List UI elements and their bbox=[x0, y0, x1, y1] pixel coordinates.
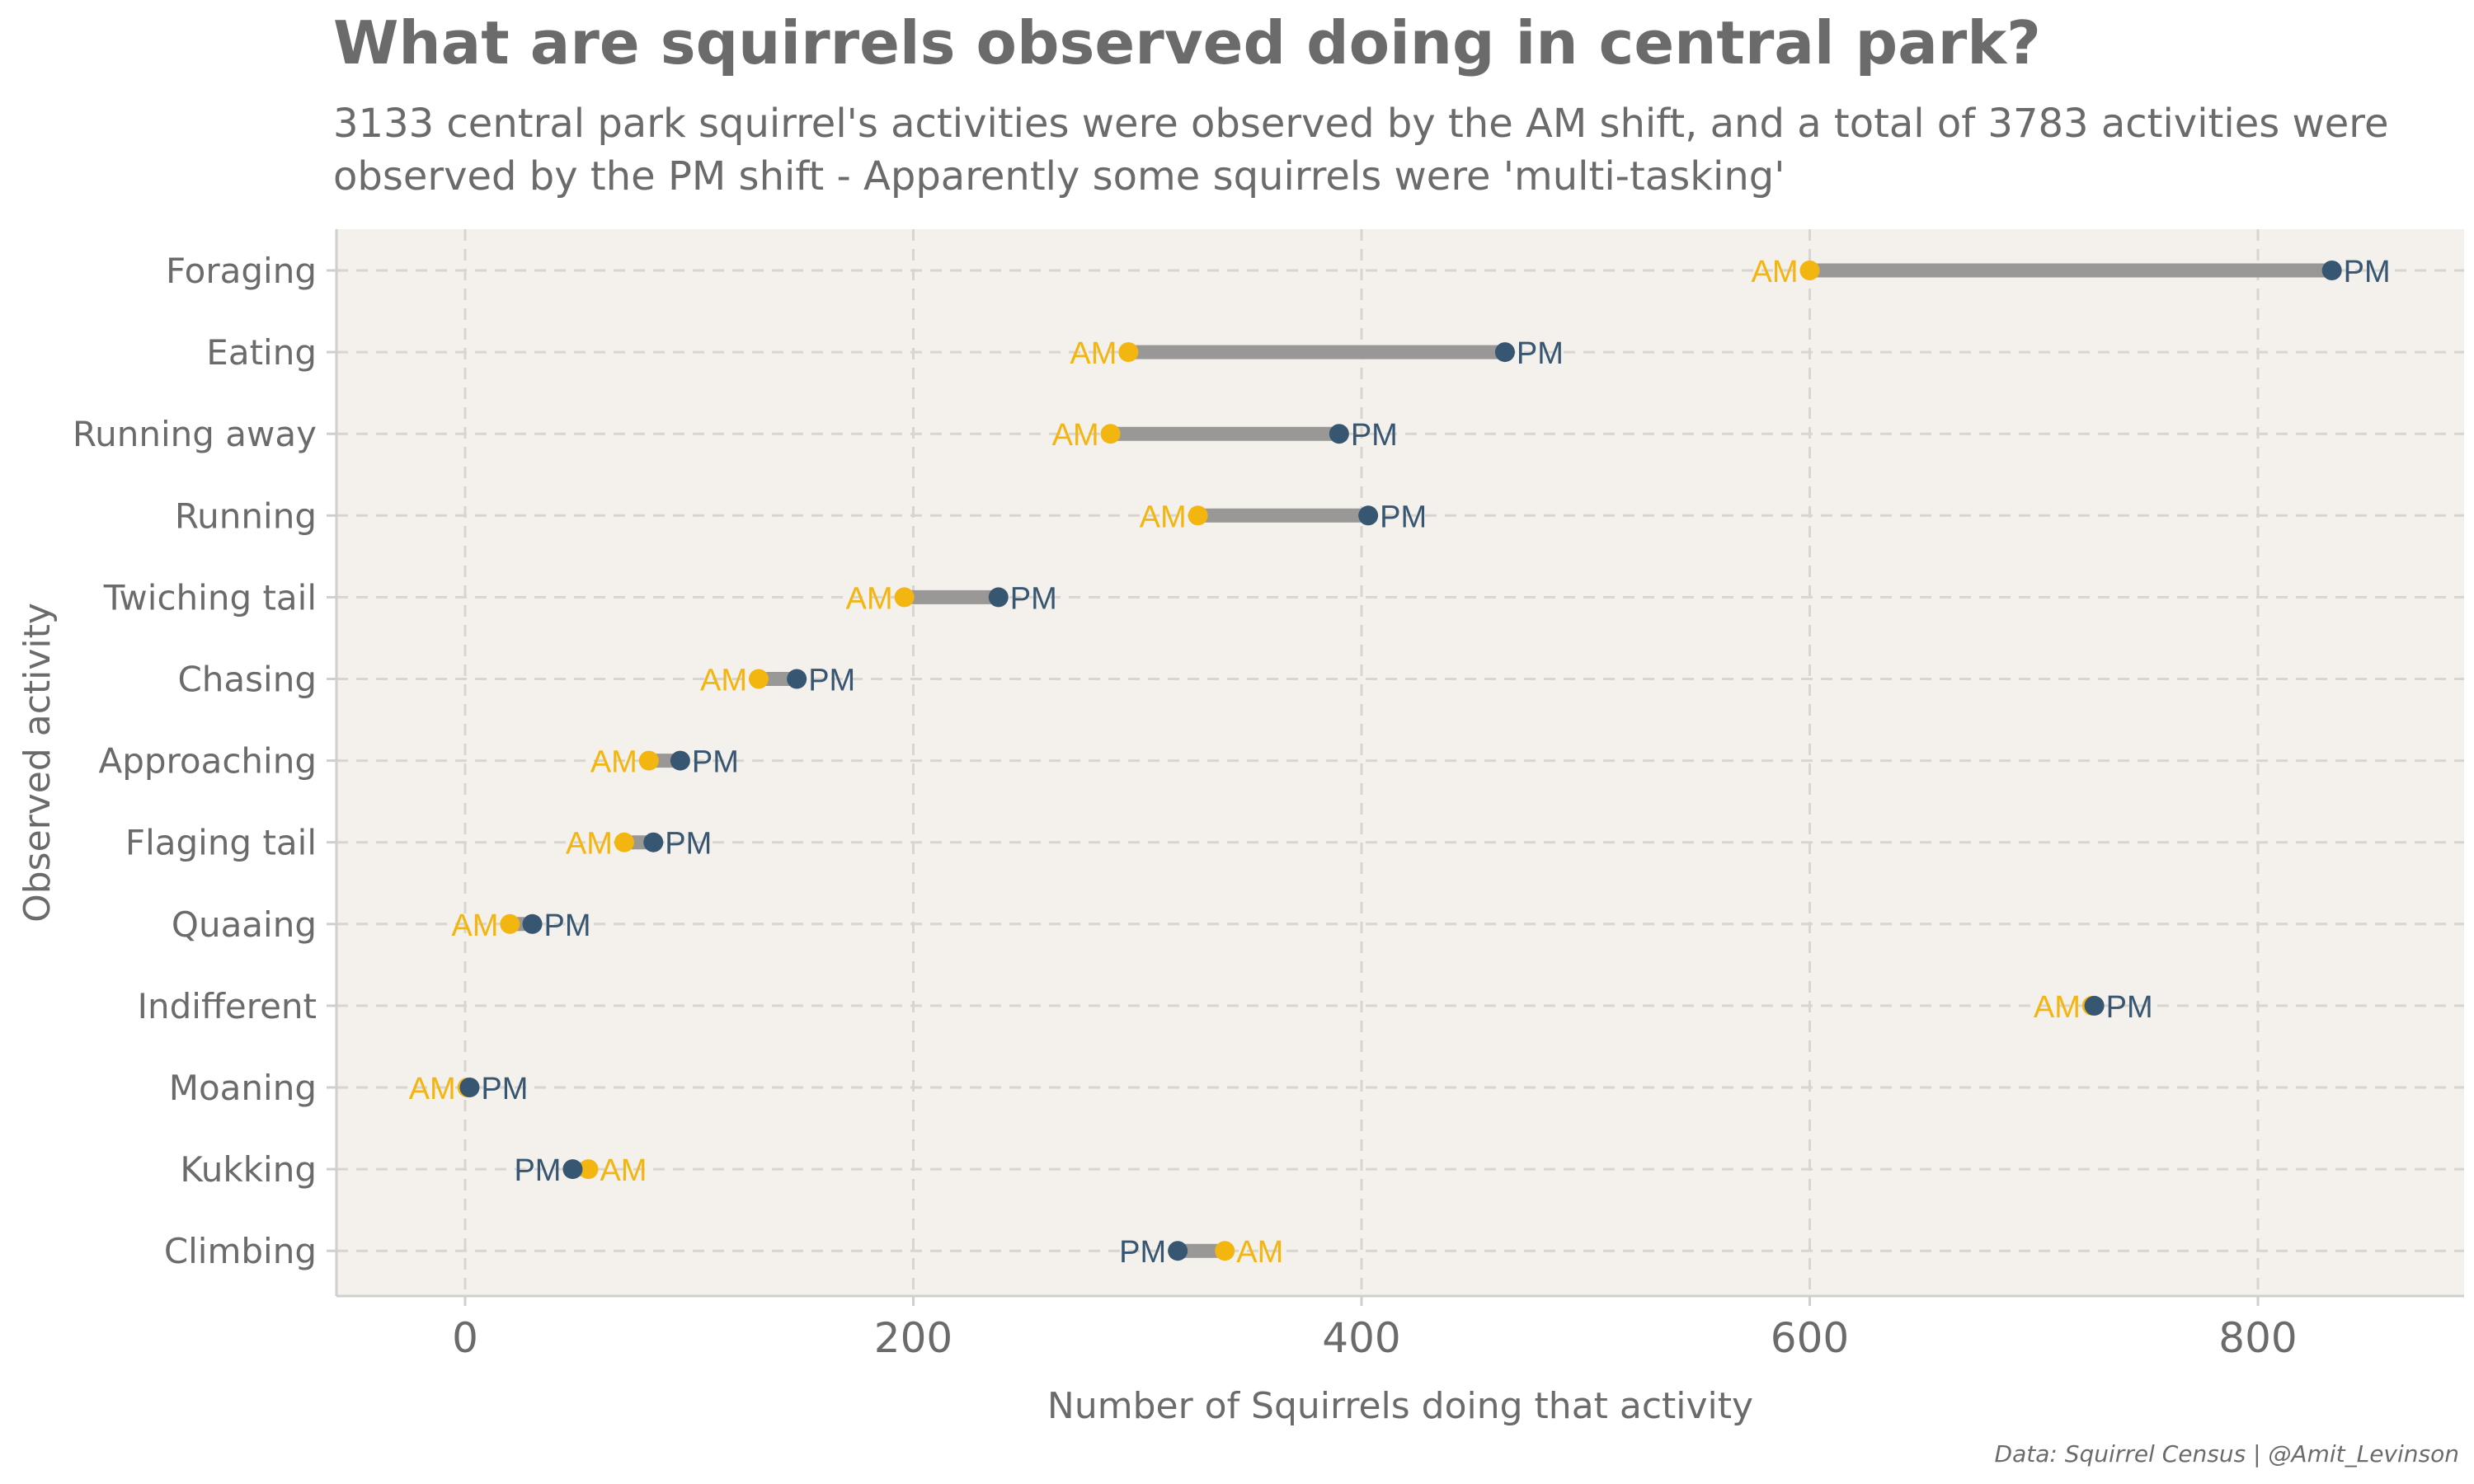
am-point bbox=[1799, 261, 1820, 280]
am-point bbox=[1215, 1241, 1235, 1261]
pm-label: PM bbox=[481, 1072, 528, 1106]
pm-label: PM bbox=[1380, 500, 1427, 534]
category-label: Indifferent bbox=[138, 986, 317, 1026]
am-point bbox=[500, 913, 520, 934]
category-label: Kukking bbox=[180, 1149, 317, 1190]
x-tick-label: 200 bbox=[874, 1314, 952, 1362]
am-point bbox=[1188, 505, 1208, 526]
pm-point bbox=[1168, 1241, 1188, 1261]
pm-point bbox=[1329, 424, 1349, 444]
x-tick-label: 0 bbox=[452, 1314, 478, 1362]
pm-point bbox=[988, 587, 1009, 608]
chart-subtitle: 3133 central park squirrel's activities … bbox=[333, 101, 2389, 200]
am-label: AM bbox=[600, 1153, 647, 1188]
x-axis-title: Number of Squirrels doing that activity bbox=[1047, 1385, 1753, 1427]
category-label: Approaching bbox=[99, 741, 317, 782]
category-label: Running bbox=[175, 495, 317, 536]
x-tick-label: 800 bbox=[2218, 1314, 2297, 1362]
am-label: AM bbox=[700, 664, 747, 698]
pm-point bbox=[670, 750, 690, 771]
pm-point bbox=[522, 913, 543, 934]
am-point bbox=[1118, 342, 1139, 363]
plot-panel bbox=[336, 229, 2464, 1296]
pm-label: PM bbox=[692, 745, 739, 780]
pm-label: PM bbox=[665, 827, 712, 862]
category-label: Foraging bbox=[166, 251, 317, 291]
pm-point bbox=[1494, 342, 1515, 363]
category-label: Eating bbox=[206, 332, 317, 373]
pm-label: PM bbox=[2106, 990, 2153, 1025]
x-tick-label: 600 bbox=[1771, 1314, 1849, 1362]
pm-label: PM bbox=[1517, 336, 1564, 371]
category-label: Twiching tail bbox=[103, 577, 317, 618]
am-point bbox=[894, 587, 915, 608]
am-point bbox=[1100, 424, 1121, 444]
am-label: AM bbox=[590, 745, 637, 780]
chart-title: What are squirrels observed doing in cen… bbox=[333, 8, 2041, 77]
pm-point bbox=[459, 1078, 480, 1097]
am-label: AM bbox=[451, 909, 498, 943]
category-label: Quaaing bbox=[172, 904, 317, 945]
y-axis-title: Observed activity bbox=[16, 603, 59, 923]
category-label: Flaging tail bbox=[125, 823, 317, 863]
am-point bbox=[614, 832, 634, 852]
pm-label: PM bbox=[1119, 1235, 1166, 1270]
am-label: AM bbox=[566, 827, 613, 862]
pm-label: PM bbox=[544, 909, 591, 943]
am-point bbox=[578, 1159, 599, 1180]
am-label: AM bbox=[1236, 1235, 1283, 1270]
pm-point bbox=[643, 832, 664, 852]
pm-label: PM bbox=[2344, 255, 2391, 289]
am-label: AM bbox=[1752, 255, 1799, 289]
am-point bbox=[748, 669, 769, 689]
category-label: Chasing bbox=[177, 660, 317, 700]
am-point bbox=[638, 750, 659, 771]
pm-point bbox=[2084, 995, 2105, 1016]
category-label: Moaning bbox=[169, 1068, 317, 1108]
am-label: AM bbox=[409, 1072, 456, 1106]
category-label: Climbing bbox=[164, 1231, 317, 1271]
am-label: AM bbox=[1052, 418, 1099, 453]
pm-label: PM bbox=[1351, 418, 1398, 453]
x-tick-label: 400 bbox=[1322, 1314, 1400, 1362]
am-label: AM bbox=[2034, 990, 2081, 1025]
am-label: AM bbox=[1140, 500, 1187, 534]
chart-caption: Data: Squirrel Census | @Amit_Levinson bbox=[1994, 1440, 2459, 1468]
pm-label: PM bbox=[1010, 581, 1057, 616]
pm-label: PM bbox=[808, 664, 855, 698]
pm-point bbox=[562, 1159, 583, 1180]
pm-label: PM bbox=[514, 1153, 561, 1188]
pm-point bbox=[787, 669, 807, 689]
pm-point bbox=[2321, 261, 2342, 280]
am-label: AM bbox=[1070, 336, 1117, 371]
category-label: Running away bbox=[73, 414, 317, 454]
pm-point bbox=[1358, 505, 1379, 526]
am-label: AM bbox=[846, 581, 893, 616]
